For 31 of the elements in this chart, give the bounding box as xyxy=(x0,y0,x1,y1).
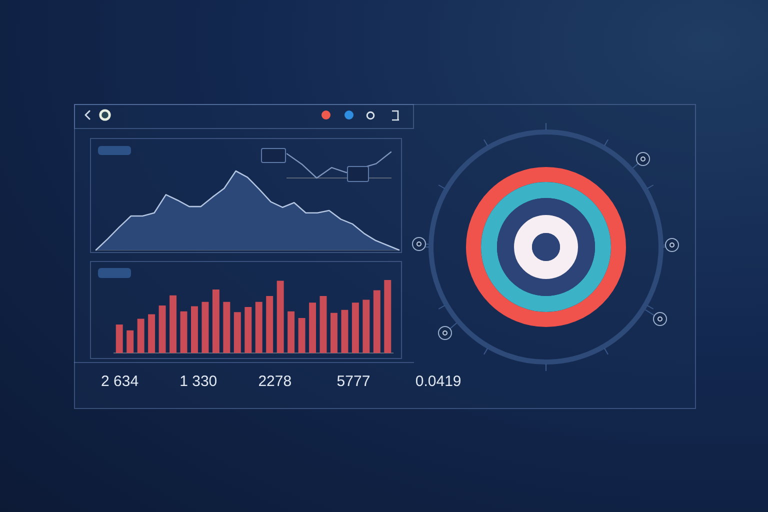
bar xyxy=(309,302,316,353)
bar xyxy=(148,314,156,353)
bar xyxy=(190,306,198,353)
bar xyxy=(244,307,252,353)
bar xyxy=(255,302,262,353)
text: 5777 xyxy=(336,373,370,390)
bar xyxy=(276,280,284,353)
bar xyxy=(352,302,359,353)
text: 2 634 xyxy=(101,373,139,390)
bar xyxy=(212,289,220,353)
bar xyxy=(126,330,134,353)
bar xyxy=(180,311,188,353)
bar xyxy=(158,306,166,353)
bar xyxy=(384,280,392,353)
bar xyxy=(266,296,274,353)
bar xyxy=(288,311,295,353)
text: 0.0419 xyxy=(415,373,462,390)
bar xyxy=(330,312,338,353)
bar xyxy=(137,318,144,353)
bar xyxy=(362,300,370,353)
bar xyxy=(373,290,380,353)
bar xyxy=(234,312,241,353)
bar xyxy=(320,296,327,353)
bar xyxy=(341,310,348,353)
bar xyxy=(223,302,230,353)
bar xyxy=(170,295,177,353)
bar xyxy=(298,318,306,353)
text: 2278 xyxy=(258,373,292,390)
bar xyxy=(116,324,123,353)
text: 1 330 xyxy=(180,373,218,390)
bar xyxy=(202,302,209,353)
